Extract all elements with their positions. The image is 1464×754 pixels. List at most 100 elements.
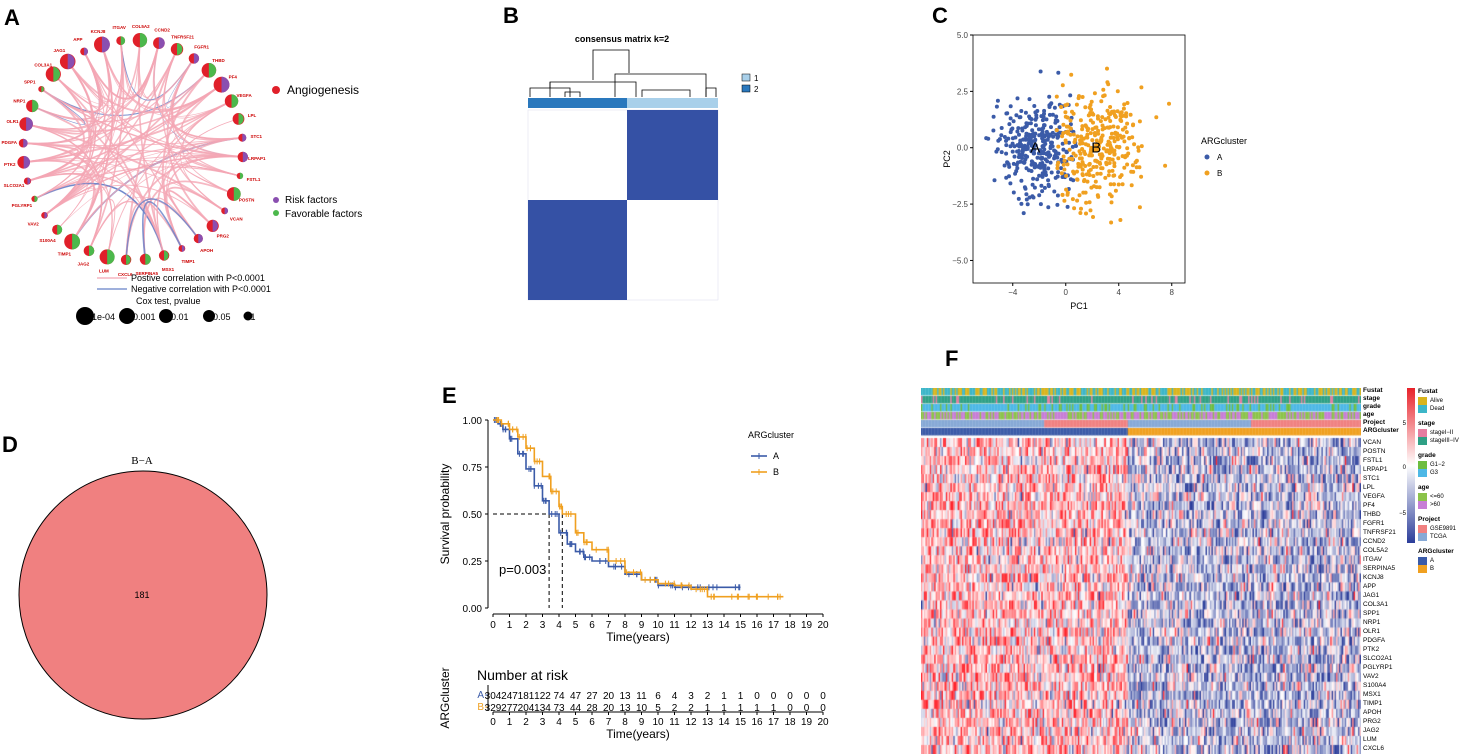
pca-point	[1060, 83, 1065, 88]
pca-point	[1029, 159, 1034, 164]
pca-point	[1121, 106, 1126, 111]
pca-point	[1087, 161, 1092, 166]
correlation-edge	[162, 48, 225, 212]
pca-point	[1107, 140, 1112, 145]
risk-count: 204	[518, 703, 535, 714]
pca-point	[1092, 91, 1097, 96]
pca-point	[1049, 140, 1053, 145]
pca-point	[1073, 137, 1078, 142]
gene-label: PDGFA	[1, 140, 17, 145]
pca-point	[1074, 102, 1079, 107]
correlation-edge	[34, 181, 96, 242]
correlation-edge	[23, 40, 141, 164]
x-tick-label: 1	[507, 620, 513, 631]
pca-point	[1095, 114, 1100, 119]
annotation-label: Project	[1363, 419, 1386, 426]
gene-label: SERPINA5	[1363, 564, 1396, 572]
pca-point	[1062, 158, 1067, 163]
x-tick-label: 16	[751, 620, 763, 631]
pca-point	[1059, 171, 1064, 176]
pca-point	[1059, 166, 1063, 171]
pca-point	[1163, 163, 1168, 168]
gene-node: THBD	[201, 58, 225, 78]
pca-point	[1068, 118, 1073, 123]
pca-point	[1089, 99, 1094, 104]
pca-point	[1040, 189, 1045, 194]
pca-point	[1108, 119, 1113, 123]
pca-point	[1024, 131, 1029, 136]
panel-label-f: F	[945, 346, 959, 371]
gene-label: STC1	[250, 134, 262, 139]
gene-label: KCNJ8	[1363, 573, 1384, 581]
legend-swatch	[1418, 429, 1427, 437]
legend-item-label: TCGA	[1430, 534, 1447, 540]
pca-point	[1108, 112, 1113, 117]
gene-label: POSTN	[1363, 447, 1386, 455]
angiogenesis-legend-dot	[272, 86, 280, 94]
pca-point	[1088, 208, 1093, 213]
risk-row-label: A	[477, 690, 484, 701]
pca-point	[995, 98, 1000, 103]
pca-point	[1056, 144, 1061, 149]
gene-label: MSX1	[162, 267, 175, 272]
pca-point	[1071, 151, 1076, 156]
pca-point	[1125, 162, 1130, 167]
panel-label-e: E	[442, 383, 457, 408]
pca-point	[1075, 198, 1080, 203]
pca-point	[1025, 154, 1030, 159]
gene-node: S100A4	[39, 224, 63, 243]
risk-x-tick-label: 10	[652, 717, 664, 728]
risk-x-tick-label: 11	[669, 717, 680, 728]
cluster-label: A	[1030, 140, 1040, 157]
correlation-edge	[25, 123, 103, 252]
pca-point	[1008, 130, 1013, 135]
pca-point	[991, 114, 996, 119]
correlation-edge	[43, 73, 92, 216]
x-tick-label: 14	[718, 620, 730, 631]
correlation-edge	[142, 200, 183, 260]
gene-label: S100A4	[39, 238, 56, 243]
pca-point	[1077, 193, 1082, 198]
pca-point	[1065, 115, 1070, 120]
pca-point	[1063, 138, 1068, 143]
pca-point	[1032, 185, 1037, 190]
pca-point	[1005, 111, 1010, 116]
risk-count: 0	[804, 703, 810, 714]
y-axis-label: PC2	[942, 150, 952, 168]
risk-count: 0	[820, 703, 826, 714]
y-tick-label: 2.5	[957, 87, 969, 96]
gene-label: CCND2	[154, 28, 170, 33]
pca-point	[1112, 164, 1117, 169]
pca-point	[1028, 121, 1033, 126]
x-tick-label: 15	[735, 620, 747, 631]
pca-point	[1025, 202, 1030, 207]
pca-point	[1030, 128, 1035, 133]
pca-point	[1121, 113, 1126, 118]
x-tick-label: 18	[784, 620, 796, 631]
pca-point	[1027, 114, 1032, 119]
pca-point	[1025, 144, 1030, 149]
risk-count: 181	[518, 691, 535, 702]
risk-count: 0	[820, 691, 826, 702]
gene-label: SLCO2A1	[4, 183, 25, 188]
pca-point	[1010, 126, 1015, 131]
risk-count: 74	[553, 691, 565, 702]
pca-point	[1012, 144, 1017, 149]
gene-label: LRPAP1	[1363, 465, 1388, 473]
pca-point	[1091, 120, 1095, 125]
y-tick-label: 0.0	[957, 144, 969, 153]
pca-point	[1123, 125, 1128, 130]
legend-swatch	[1418, 525, 1427, 533]
pca-point	[1080, 161, 1085, 166]
gene-label: THBD	[212, 58, 225, 63]
gene-label: CXCL6	[118, 272, 133, 277]
gene-node: PGLYRP1	[12, 195, 38, 208]
pca-point	[1107, 161, 1112, 165]
pca-point	[1080, 167, 1085, 172]
risk-x-tick-label: 16	[751, 717, 763, 728]
legend-label: A	[1217, 153, 1223, 162]
x-tick-label: 3	[540, 620, 546, 631]
correlation-edge	[52, 51, 104, 108]
pca-point	[1008, 104, 1013, 109]
pca-point	[1121, 134, 1126, 139]
